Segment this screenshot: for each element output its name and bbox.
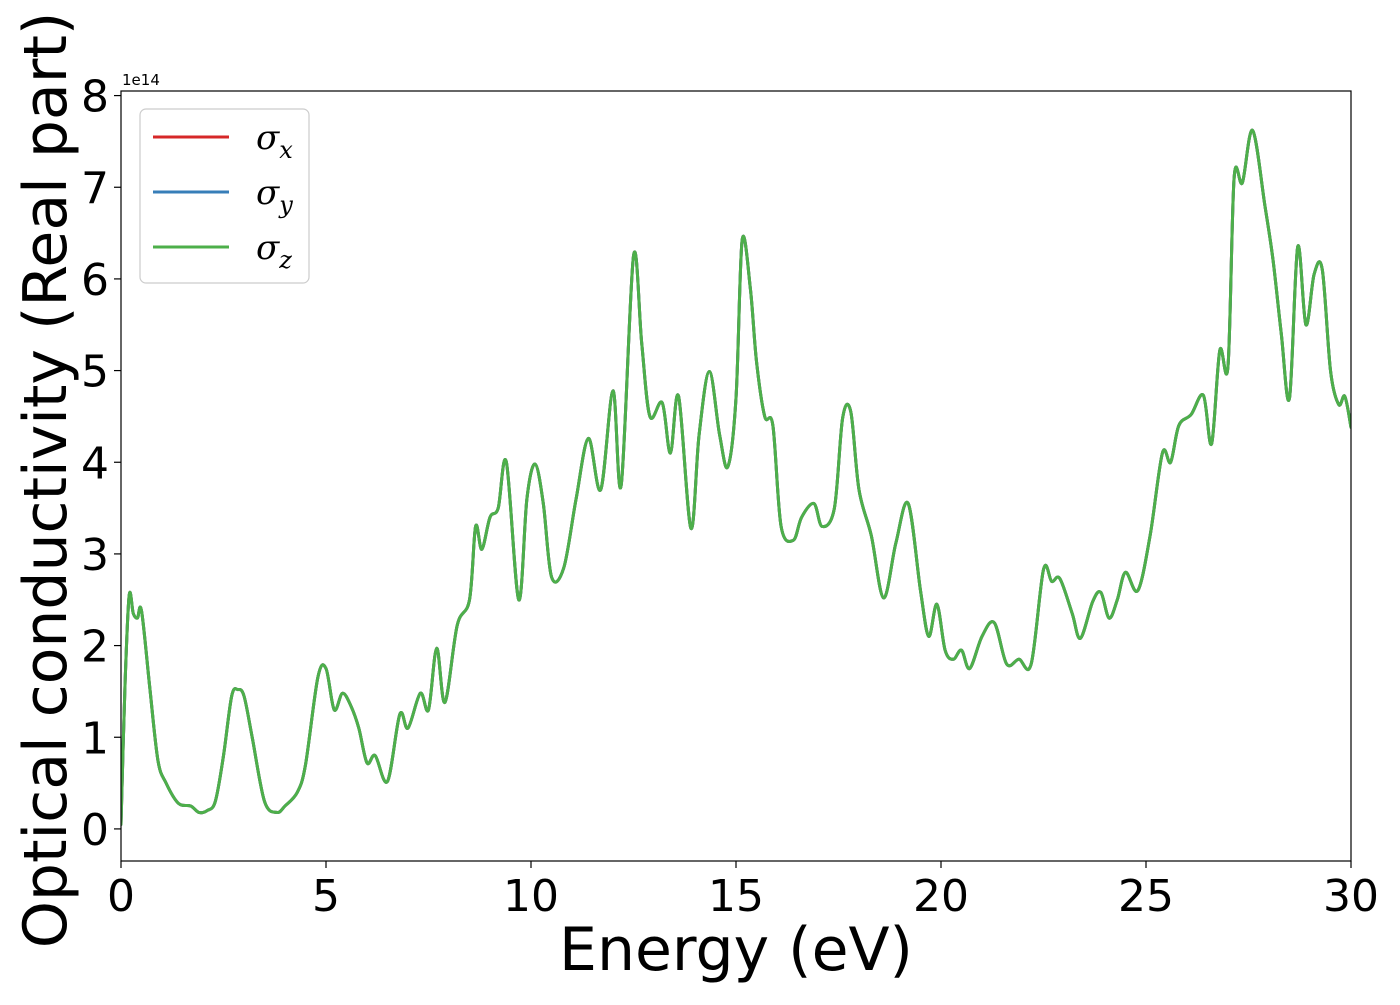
legend-label-sigma-x: σx xyxy=(256,118,293,164)
legend-subscript: z xyxy=(278,246,292,274)
y-tick-label: 5 xyxy=(81,347,109,398)
legend-subscript: x xyxy=(279,136,293,164)
legend-symbol: σ xyxy=(256,118,280,158)
legend-symbol: σ xyxy=(256,173,280,213)
legend-label-sigma-y: σy xyxy=(256,173,293,219)
y-tick-label: 7 xyxy=(81,163,109,214)
x-tick-label: 20 xyxy=(913,871,969,922)
legend-box xyxy=(139,108,310,284)
legend-symbol: σ xyxy=(256,228,280,268)
x-tick-label: 30 xyxy=(1323,871,1379,922)
x-axis-title: Energy (eV) xyxy=(559,915,913,985)
y-tick-label: 6 xyxy=(81,255,109,306)
y-tick-label: 2 xyxy=(81,622,109,673)
y-tick-label: 3 xyxy=(81,530,109,581)
y-axis-title: Optical conductivity (Real part) xyxy=(11,12,81,949)
y-axis: 0 1 2 3 4 5 6 7 8 xyxy=(81,72,121,856)
x-tick-label: 15 xyxy=(708,871,764,922)
y-tick-label: 1 xyxy=(81,713,109,764)
y-offset-text: 1e14 xyxy=(122,71,160,89)
y-tick-label: 8 xyxy=(81,72,109,123)
series-layer xyxy=(121,128,1351,826)
x-tick-label: 10 xyxy=(503,871,559,922)
y-tick-label: 0 xyxy=(81,805,109,856)
series-line-sigma-z xyxy=(121,128,1351,826)
y-tick-label: 4 xyxy=(81,438,109,489)
x-tick-label: 5 xyxy=(312,871,340,922)
x-axis: 0 5 10 15 20 25 30 xyxy=(107,861,1379,922)
x-tick-label: 0 xyxy=(107,871,135,922)
legend-label-sigma-z: σz xyxy=(256,228,292,274)
legend-subscript: y xyxy=(278,191,293,219)
x-tick-label: 25 xyxy=(1118,871,1174,922)
